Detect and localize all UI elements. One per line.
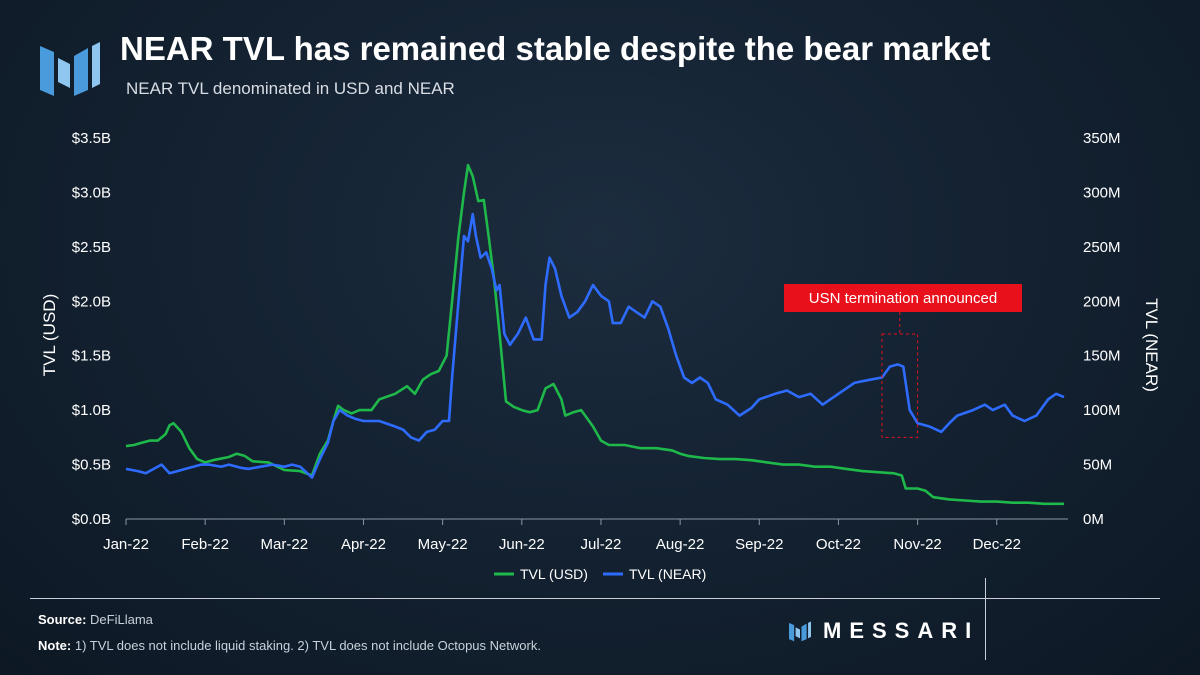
- brand-wordmark: MESSARI: [823, 618, 980, 643]
- x-tick-label: Nov-22: [893, 536, 941, 553]
- legend-label-tvl-usd: TVL (USD): [520, 566, 588, 582]
- y-left-tick-label: $2.0B: [72, 293, 111, 310]
- note-text: Note: 1) TVL does not include liquid sta…: [38, 638, 541, 653]
- note-value: 1) TVL does not include liquid staking. …: [74, 638, 541, 653]
- x-tick-label: Sep-22: [735, 536, 783, 553]
- y-left-tick-label: $3.5B: [72, 130, 111, 147]
- y-right-tick-label: 50M: [1083, 457, 1112, 474]
- annotation-label-bg: [784, 284, 1022, 312]
- x-tick-label: May-22: [418, 536, 468, 553]
- x-tick-label: Oct-22: [816, 536, 861, 553]
- x-tick-label: Jun-22: [499, 536, 545, 553]
- y-left-tick-label: $2.5B: [72, 239, 111, 256]
- y-right-tick-label: 0M: [1083, 511, 1104, 528]
- x-tick-label: Jan-22: [103, 536, 149, 553]
- y-right-tick-label: 100M: [1083, 402, 1121, 419]
- y-right-tick-label: 250M: [1083, 239, 1121, 256]
- x-tick-label: Feb-22: [181, 536, 229, 553]
- tvl-chart: Jan-22 Feb-22 Mar-22 Apr-22 May-22 Jun-22 Jul-…: [40, 130, 1161, 582]
- source-text: Source: DeFiLlama: [38, 612, 153, 627]
- y-left-tick-label: $1.0B: [72, 402, 111, 419]
- annotation-box: [881, 333, 919, 438]
- y-right-axis-title: TVL (NEAR): [1142, 298, 1161, 392]
- y-left-tick-label: $1.5B: [72, 348, 111, 365]
- y-left-tick-label: $0.5B: [72, 457, 111, 474]
- chart-title: NEAR TVL has remained stable despite the…: [120, 30, 991, 67]
- y-left-tick-label: $3.0B: [72, 184, 111, 201]
- x-tick-label: Aug-22: [656, 536, 704, 553]
- messari-logo-icon: [40, 42, 100, 96]
- chart-subtitle: NEAR TVL denominated in USD and NEAR: [126, 79, 455, 98]
- source-label: Source:: [38, 612, 87, 627]
- x-tick-label: Jul-22: [581, 536, 622, 553]
- source-value: DeFiLlama: [90, 612, 153, 627]
- y-right-tick-label: 200M: [1083, 293, 1121, 310]
- y-right-tick-label: 150M: [1083, 348, 1121, 365]
- legend-label-tvl-near: TVL (NEAR): [629, 566, 706, 582]
- series-line-tvl-usd: [125, 163, 1064, 506]
- messari-brand-icon: [789, 621, 811, 642]
- x-tick-label: Apr-22: [341, 536, 386, 553]
- y-right-tick-label: 300M: [1083, 184, 1121, 201]
- footer-divider: [30, 598, 1160, 599]
- note-label: Note:: [38, 638, 72, 653]
- footer-vertical-divider: [985, 578, 986, 660]
- x-tick-label: Mar-22: [261, 536, 309, 553]
- annotation-label: USN termination announced: [809, 290, 997, 307]
- x-tick-label: Dec-22: [973, 536, 1021, 553]
- series-line-tvl-near: [125, 212, 1065, 479]
- y-left-axis-title: TVL (USD): [40, 294, 59, 377]
- y-right-tick-label: 350M: [1083, 130, 1121, 147]
- y-left-tick-label: $0.0B: [72, 511, 111, 528]
- messari-brand: MESSARI: [787, 618, 979, 644]
